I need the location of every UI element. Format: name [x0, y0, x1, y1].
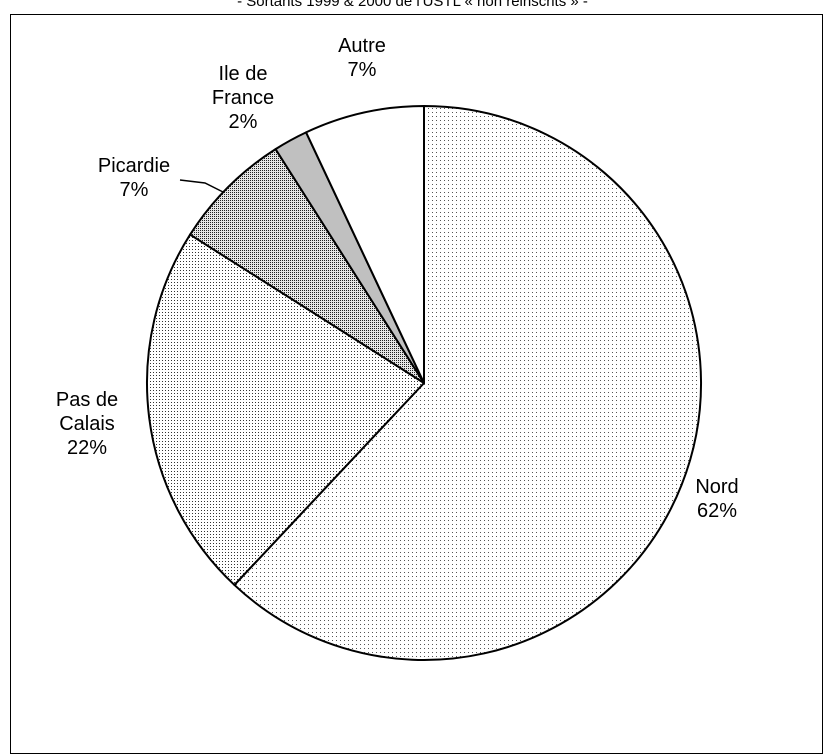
- pie-slice-autre: [305, 105, 425, 384]
- pie-slice-pas-de: [146, 233, 425, 586]
- chart-subtitle: - Sortants 1999 & 2000 de l'USTL « non r…: [237, 0, 588, 10]
- slice-label-pas-de: Pas de Calais 22%: [56, 389, 118, 459]
- slice-label-ile-de: Ile de France 2%: [212, 63, 274, 133]
- pie-slice-picardie: [189, 148, 425, 384]
- slice-label-autre: Autre 7%: [338, 35, 386, 81]
- slice-label-nord: Nord 62%: [695, 476, 738, 522]
- slice-label-picardie: Picardie 7%: [98, 155, 170, 201]
- pie-slice-nord: [233, 105, 702, 661]
- picardie-leader-line: [179, 179, 224, 193]
